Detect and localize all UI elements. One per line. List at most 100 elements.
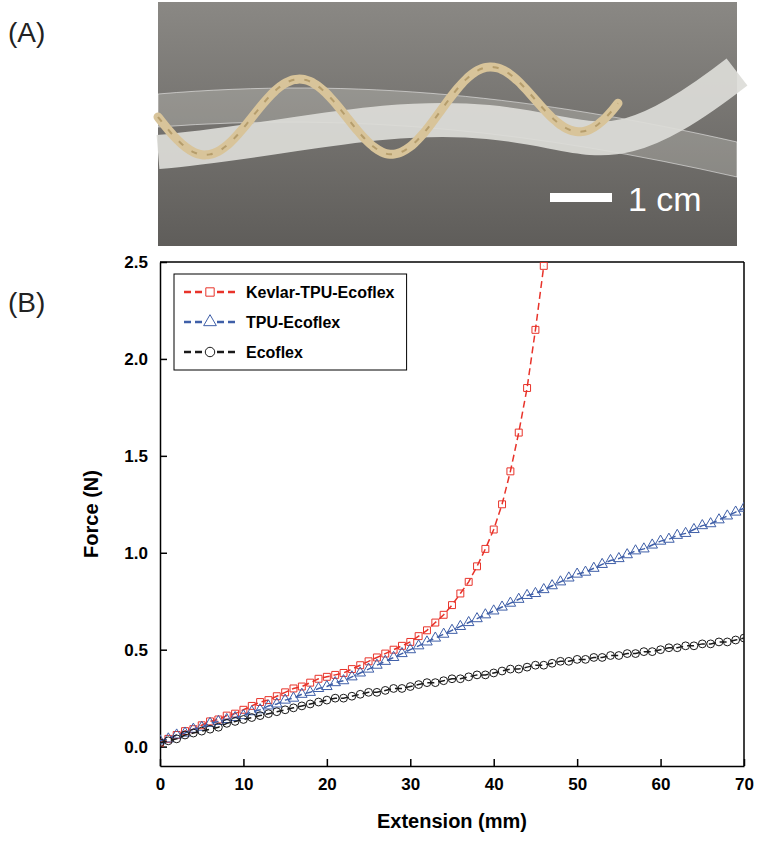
series-marker — [465, 578, 472, 585]
frame-right — [743, 262, 745, 766]
series-marker — [532, 661, 540, 669]
series-marker — [306, 700, 314, 708]
series-marker — [698, 640, 706, 648]
series-marker — [281, 706, 289, 714]
series-marker — [265, 710, 273, 718]
x-tick: 20 — [318, 759, 337, 794]
series-marker — [280, 694, 291, 703]
series-marker — [440, 677, 448, 685]
legend-marker — [204, 315, 217, 326]
series-marker — [540, 262, 547, 269]
x-tick-mark — [493, 759, 495, 766]
frame-top — [160, 261, 744, 263]
series-marker — [723, 638, 731, 646]
series-line — [160, 508, 744, 741]
figure: (A)(B)1 cm0102030405060700.00.51.01.52.0… — [0, 0, 767, 852]
series-marker — [181, 731, 189, 739]
series-marker — [607, 652, 615, 660]
series-marker — [198, 727, 206, 735]
legend-box — [174, 274, 407, 370]
y-tick: 2.0 — [124, 350, 167, 369]
y-tick: 1.0 — [124, 544, 167, 563]
y-tick-label: 1.0 — [124, 544, 148, 563]
series-marker — [632, 650, 640, 658]
series-marker — [164, 737, 172, 745]
series-marker — [206, 725, 214, 733]
series-marker — [739, 502, 744, 511]
series-marker — [715, 638, 723, 646]
y-tick-mark — [160, 456, 167, 458]
series-marker — [263, 700, 274, 709]
series-marker — [732, 636, 740, 644]
series-marker — [356, 690, 364, 698]
x-tick-label: 50 — [568, 775, 587, 794]
series-marker — [365, 688, 373, 696]
series-marker — [189, 729, 197, 737]
series-marker — [315, 675, 322, 682]
y-tick-mark — [160, 649, 167, 651]
series-marker — [682, 642, 690, 650]
series-marker — [331, 694, 339, 702]
series-marker — [297, 688, 308, 697]
x-tick-label: 30 — [401, 775, 420, 794]
legend-label: Ecoflex — [246, 344, 303, 361]
series-marker — [482, 545, 489, 552]
series-marker — [522, 589, 533, 598]
series-marker — [431, 679, 439, 687]
series-marker — [498, 667, 506, 675]
series-marker — [673, 644, 681, 652]
legend-marker — [206, 288, 214, 296]
legend-marker — [205, 347, 214, 356]
series-marker — [307, 679, 314, 686]
series-marker — [390, 685, 398, 693]
series-marker — [690, 642, 698, 650]
series-marker — [490, 669, 498, 677]
series-marker — [473, 671, 481, 679]
series-marker — [640, 648, 648, 656]
series-marker — [572, 568, 583, 577]
series-marker — [532, 326, 539, 333]
series-marker — [590, 654, 598, 662]
x-tick-mark — [577, 759, 579, 766]
tube — [158, 72, 737, 152]
y-axis: 0.00.51.01.52.02.5 — [124, 253, 167, 767]
series-marker — [506, 665, 514, 673]
series-marker — [240, 716, 248, 724]
x-tick-mark — [410, 759, 412, 766]
x-tick-label: 0 — [156, 775, 165, 794]
series-marker — [657, 646, 665, 654]
series-marker — [648, 648, 656, 656]
series-marker — [474, 563, 481, 570]
photo-background — [158, 2, 737, 246]
series-marker — [499, 501, 506, 508]
y-tick-label: 2.0 — [124, 350, 148, 369]
series-marker — [340, 694, 348, 702]
legend-label: Kevlar-TPU-Ecoflex — [246, 284, 395, 301]
series-marker — [330, 677, 341, 686]
y-tick-mark — [160, 553, 167, 555]
series-marker — [406, 683, 414, 691]
x-tick: 40 — [485, 759, 504, 794]
series-marker — [672, 529, 683, 538]
x-tick-label: 40 — [485, 775, 504, 794]
x-tick: 50 — [568, 759, 587, 794]
x-tick: 60 — [652, 759, 671, 794]
y-tick-mark — [160, 359, 167, 361]
panel-label: (A) — [8, 17, 45, 48]
series-marker — [160, 739, 164, 747]
series-marker — [615, 652, 623, 660]
series-marker — [697, 520, 708, 529]
legend: Kevlar-TPU-Ecoflex TPU-Ecoflex Ecoflex — [174, 274, 407, 370]
y-tick-label: 0.5 — [124, 641, 148, 660]
fiber — [158, 67, 618, 155]
y-tick: 1.5 — [124, 447, 167, 466]
x-axis-line — [161, 766, 745, 768]
x-axis: 010203040506070 — [156, 759, 754, 794]
series-marker — [290, 685, 297, 692]
series-marker — [256, 712, 264, 720]
plot-area — [160, 262, 744, 746]
series-marker — [448, 675, 456, 683]
x-tick: 30 — [401, 759, 420, 794]
legend-label: TPU-Ecoflex — [246, 314, 340, 331]
series-marker — [323, 673, 330, 680]
